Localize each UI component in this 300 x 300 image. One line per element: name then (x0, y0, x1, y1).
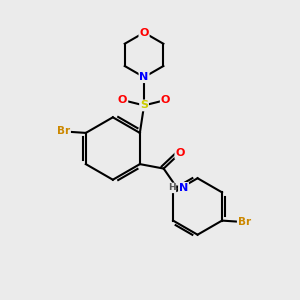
Text: O: O (118, 95, 127, 105)
Text: H: H (168, 183, 176, 192)
Text: N: N (179, 183, 188, 193)
Text: O: O (175, 148, 185, 158)
Text: O: O (161, 95, 170, 105)
Text: Br: Br (57, 126, 70, 136)
Text: S: S (140, 100, 148, 110)
Text: O: O (140, 28, 149, 38)
Text: N: N (140, 72, 149, 82)
Text: Br: Br (238, 217, 251, 227)
